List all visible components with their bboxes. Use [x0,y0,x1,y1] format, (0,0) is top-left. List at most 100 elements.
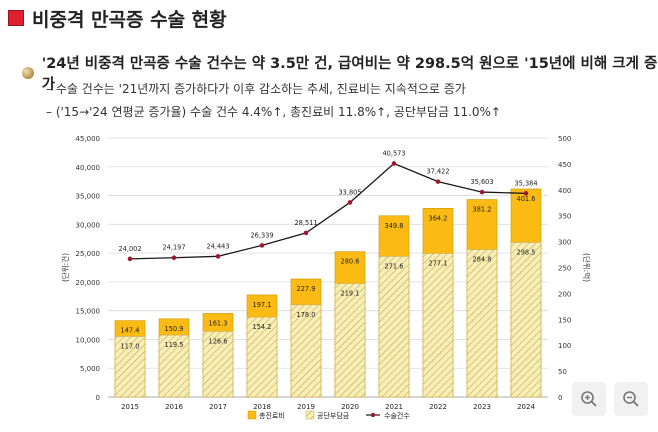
line-point [523,191,529,196]
x-tick-label: 2020 [341,403,359,411]
bar-inner [334,283,366,398]
x-tick-label: 2015 [121,403,139,411]
bar-inner-label: 154.2 [253,323,272,331]
left-tick-label: 45,000 [76,135,101,143]
bar-inner [378,256,410,398]
bar-inner [422,253,454,398]
left-tick-label: 0 [96,394,100,402]
title-row: 비중격 만곡증 수술 현황 [8,4,227,32]
line-point [347,200,353,205]
x-tick-label: 2017 [209,403,227,411]
bar-inner-label: 119.5 [165,341,184,349]
line-point-label: 37,422 [426,168,449,176]
line-point-label: 33,805 [338,188,361,196]
line-point [171,255,177,261]
bar-total-label: 349.8 [385,222,404,230]
bar-inner [466,249,498,398]
sub-bullet-1: – 수술 건수는 '21년까지 증가하다가 이후 감소하는 추세, 진료비는 지… [46,82,466,96]
left-tick-label: 20,000 [76,279,101,287]
bar-total-label: 147.4 [121,327,140,335]
bar-total-label: 161.3 [209,319,228,327]
right-tick-label: 350 [558,213,571,221]
bar-total-label: 227.9 [297,285,316,293]
line-point-label: 24,197 [162,244,185,252]
line-point-label: 28,511 [294,219,317,227]
bar-inner [158,334,190,398]
right-tick-label: 0 [558,394,562,402]
left-tick-label: 40,000 [76,164,101,172]
red-square-icon [8,10,24,26]
bar-inner-label: 298.5 [517,248,536,256]
right-tick-label: 50 [558,368,567,376]
x-tick-label: 2024 [517,403,535,411]
line-point [215,254,221,259]
legend-swatch-line-dot [370,412,376,418]
line-point [435,179,441,184]
left-axis-label: (단위:건) [60,253,70,282]
line-point [391,161,397,166]
x-tick-label: 2023 [473,403,491,411]
x-tick-label: 2018 [253,403,271,411]
bullet-ball-icon [22,67,34,79]
bar-inner-label: 178.0 [297,311,316,319]
sub-bullet-2: – ('15→'24 연평균 증가율) 수술 건수 4.4%↑, 총진료비 11… [46,105,501,119]
x-tick-label: 2022 [429,403,447,411]
bar-total-label: 364.2 [429,214,448,222]
left-tick-label: 35,000 [76,193,101,201]
left-tick-label: 10,000 [76,336,101,344]
left-tick-label: 25,000 [76,250,101,258]
bar-inner [114,336,146,398]
right-tick-label: 200 [558,290,571,298]
line-point-label: 24,002 [118,245,141,253]
legend-label-line: 수술건수 [384,411,410,420]
main-bullet: '24년 비중격 만곡증 수술 건수는 약 3.5만 건, 급여비는 약 298… [22,52,658,94]
main-bullet-text: '24년 비중격 만곡증 수술 건수는 약 3.5만 건, 급여비는 약 298… [41,56,658,93]
bar-inner [290,304,322,398]
bar-total-label: 401.6 [517,195,536,203]
x-tick-label: 2019 [297,403,315,411]
right-axis-label: (단위:억) [582,253,592,282]
bar-total-label: 280.6 [341,258,360,266]
line-point [479,189,485,195]
bar-inner-label: 117.0 [121,342,140,350]
zoom-in-icon [581,391,597,407]
bar-inner-label: 284.8 [473,255,492,263]
chart: 0 5,000 10,000 15,000 20,000 25,000 30,000 35,0… [60,135,592,420]
line-point-label: 35,603 [470,178,493,186]
x-tick-label: 2021 [385,403,403,411]
legend-swatch-inner [305,410,315,420]
page-title: 비중격 만곡증 수술 현황 [32,8,227,31]
right-tick-label: 400 [558,187,571,195]
bar-inner-label: 271.6 [385,262,404,270]
line-point-label: 24,443 [206,242,229,250]
line-point [127,256,133,262]
line-point [259,243,265,248]
right-tick-label: 500 [558,135,571,143]
zoom-out-icon [623,391,639,407]
right-tick-label: 300 [558,239,571,247]
right-tick-label: 450 [558,161,571,169]
bar-inner-label: 219.1 [341,290,360,298]
bar-inner [510,242,542,398]
line-point-label: 35,384 [514,179,537,187]
bar-total-label: 150.9 [165,325,184,333]
bar-total-label: 381.2 [473,206,492,214]
line-point-label: 26,339 [250,231,273,239]
bar-total-label: 197.1 [253,301,272,309]
right-tick-label: 250 [558,265,571,273]
bar-inner [202,331,234,398]
left-tick-label: 5,000 [80,365,100,373]
bar-inner [246,316,278,398]
zoom-in-button[interactable] [572,382,606,416]
right-tick-label: 150 [558,316,571,324]
bar-inner-label: 126.6 [209,337,228,345]
zoom-out-button[interactable] [614,382,648,416]
line-point [303,230,309,236]
legend-swatch-total [247,410,257,420]
legend-label-inner: 공단부담금 [317,411,350,420]
bar-inner-label: 277.1 [429,259,448,267]
x-tick-label: 2016 [165,403,183,411]
legend-label-total: 총진료비 [259,411,285,420]
left-tick-label: 30,000 [76,221,101,229]
line-point-label: 40,573 [382,149,405,157]
